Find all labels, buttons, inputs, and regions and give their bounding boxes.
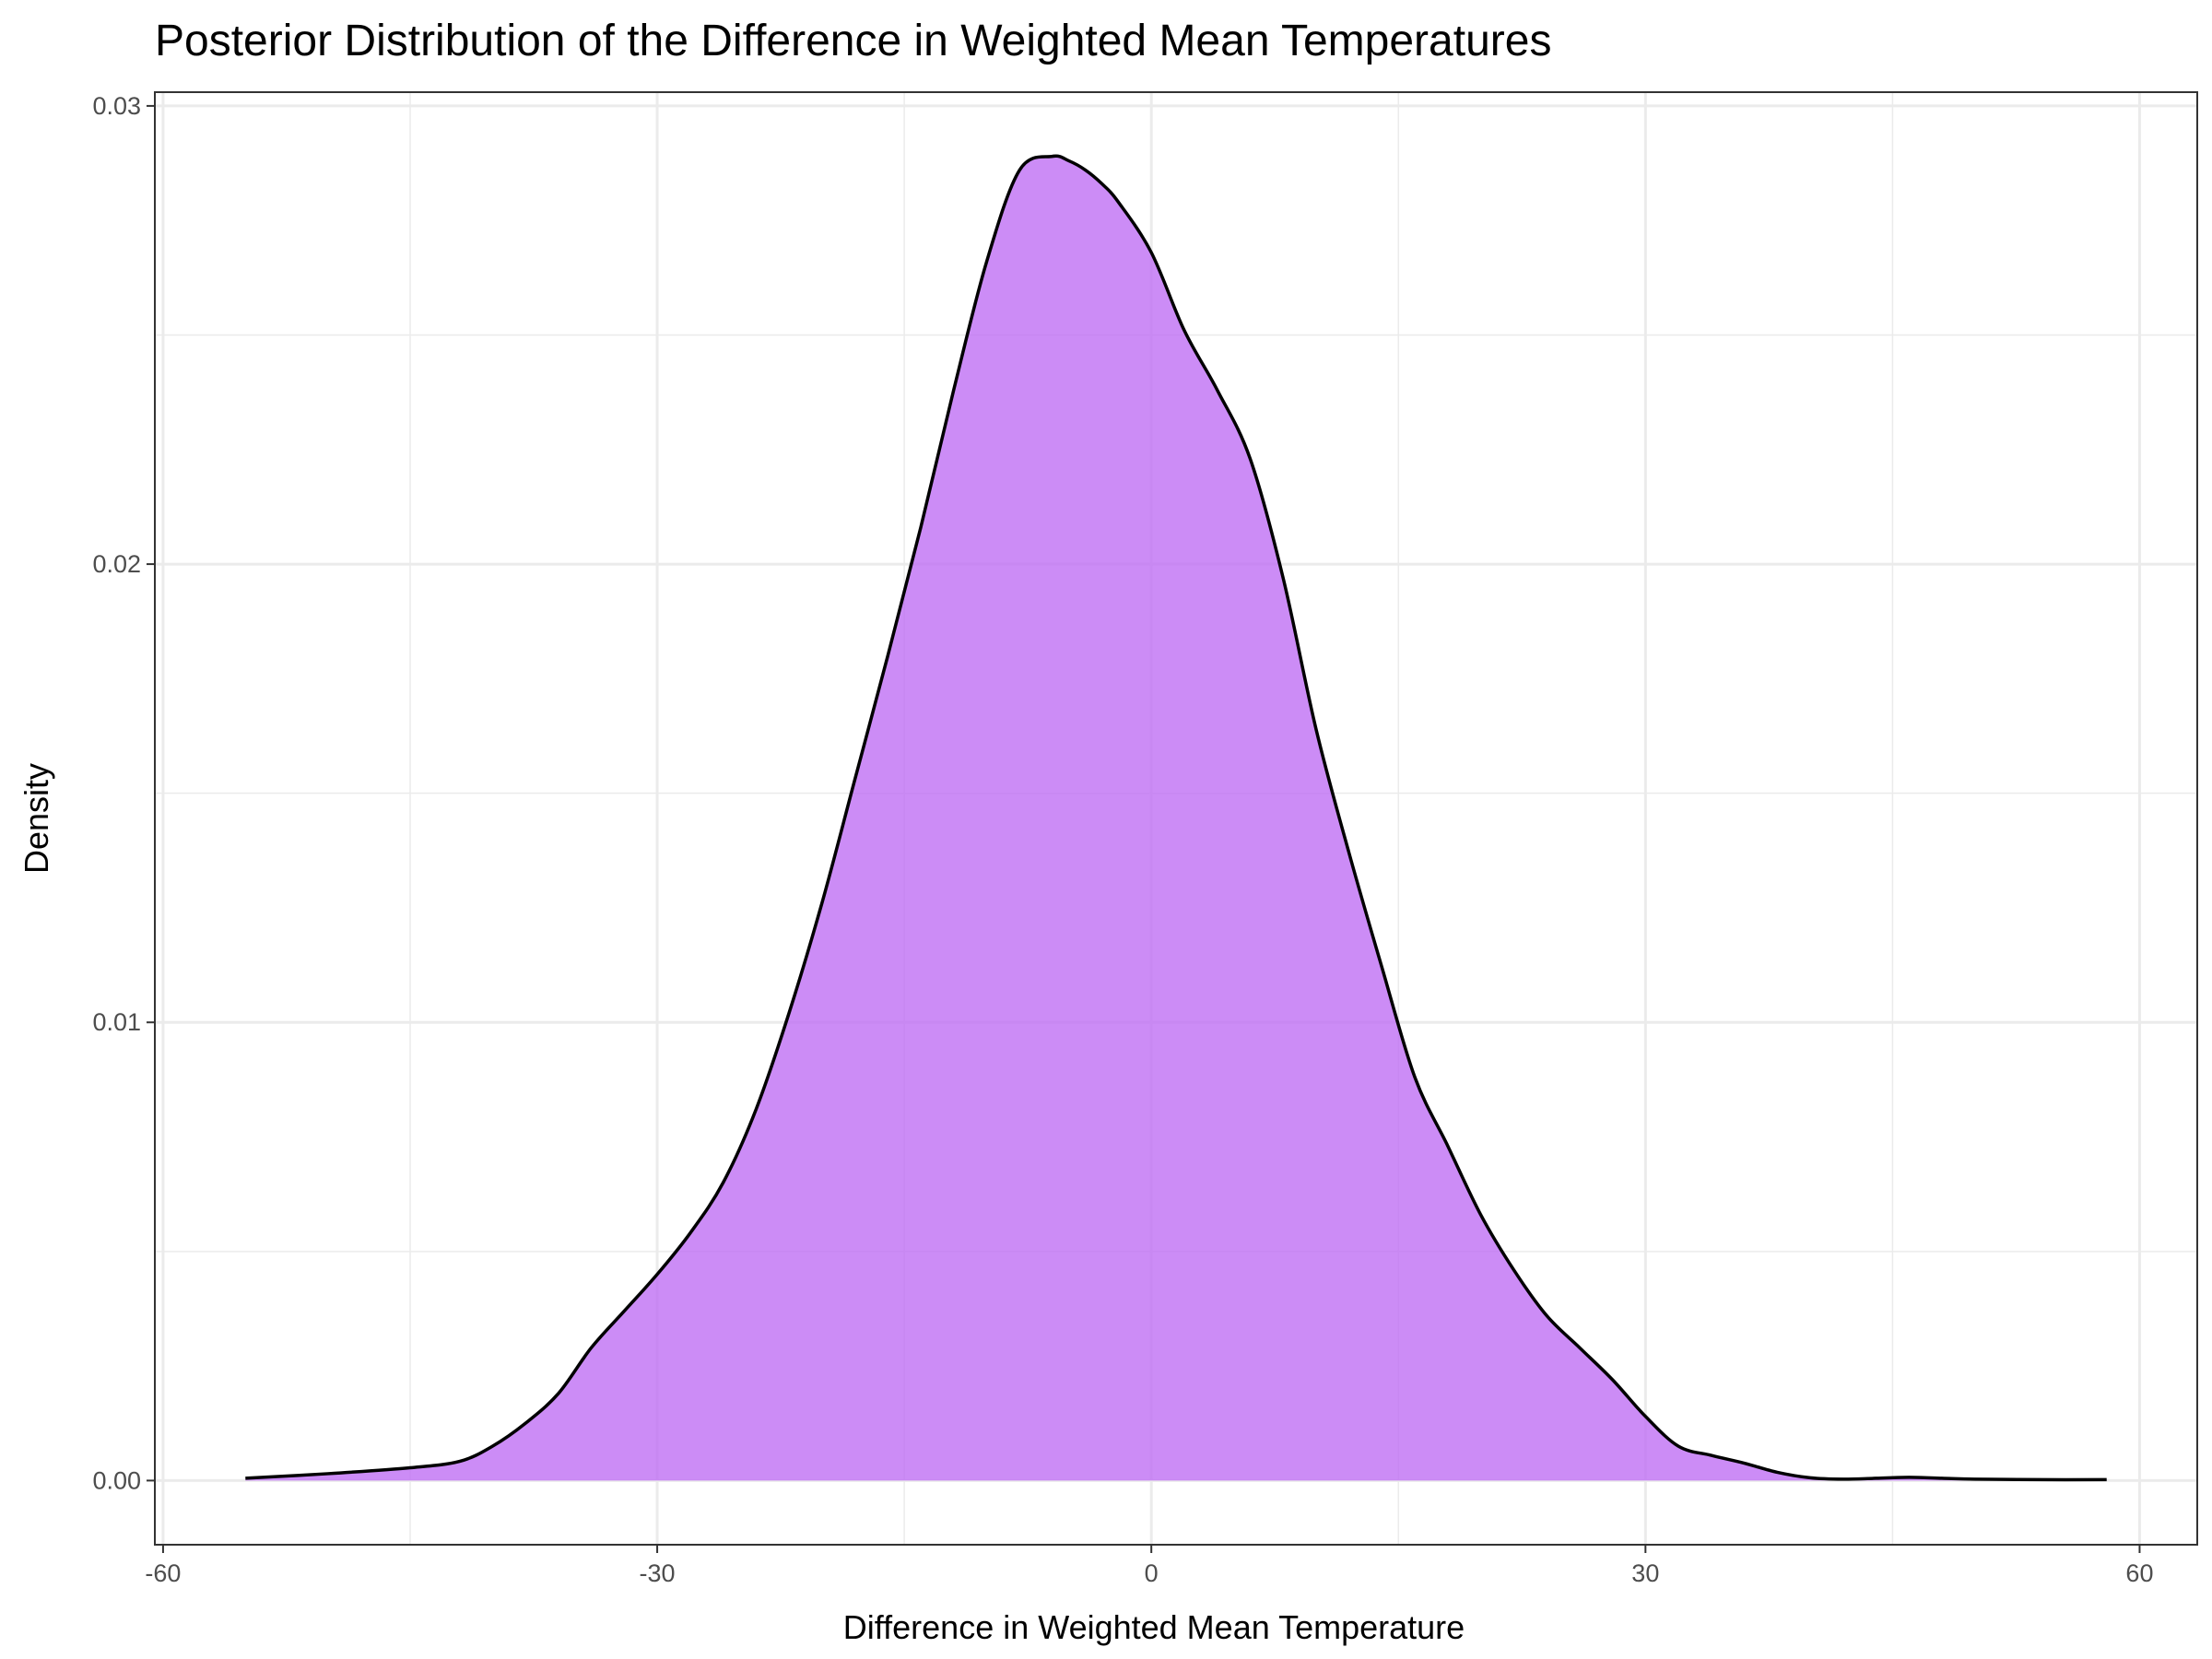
x-tick-label: 0	[1145, 1559, 1159, 1587]
y-tick-label: 0.01	[92, 1008, 141, 1036]
y-axis-ticks: 0.00 0.01 0.02 0.03	[92, 92, 155, 1494]
y-tick-label: 0.02	[92, 550, 141, 578]
chart-title: Posterior Distribution of the Difference…	[155, 17, 1551, 65]
y-axis-title: Density	[18, 763, 55, 874]
x-axis-title: Difference in Weighted Mean Temperature	[843, 1608, 1465, 1646]
x-tick-label: -60	[145, 1559, 181, 1587]
x-axis-ticks: -60 -30 0 30 60	[145, 1545, 2153, 1587]
x-tick-label: 60	[2125, 1559, 2153, 1587]
y-tick-label: 0.03	[92, 92, 141, 120]
x-tick-label: 30	[1631, 1559, 1659, 1587]
x-tick-label: -30	[640, 1559, 676, 1587]
density-area	[245, 156, 2107, 1481]
y-tick-label: 0.00	[92, 1466, 141, 1494]
panel-border	[154, 91, 2198, 1546]
density-line	[245, 154, 2107, 1482]
